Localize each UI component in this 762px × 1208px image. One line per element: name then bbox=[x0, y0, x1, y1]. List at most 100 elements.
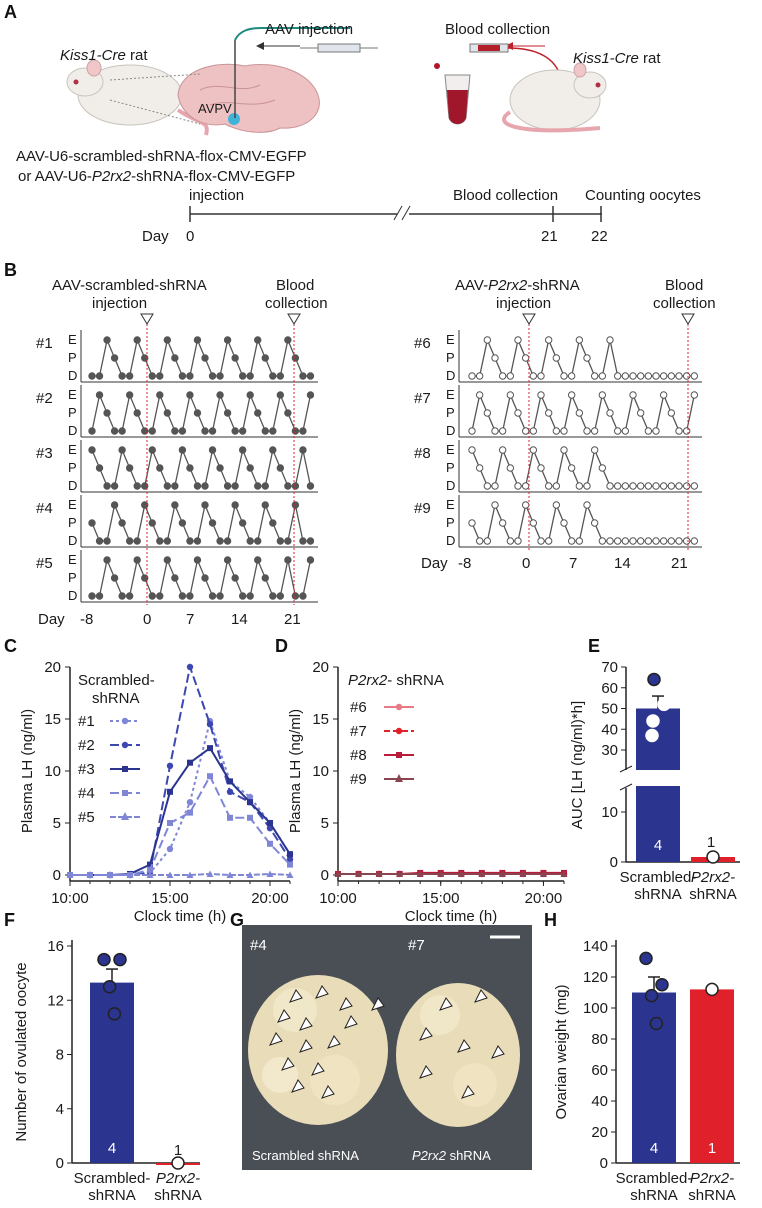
cycle-point bbox=[125, 391, 134, 399]
ovary-right-lobe bbox=[453, 1063, 497, 1107]
cycle-point bbox=[675, 537, 683, 545]
data-point bbox=[655, 978, 669, 992]
cycle-point bbox=[163, 482, 172, 490]
series-point bbox=[267, 820, 273, 826]
cycle-point bbox=[216, 391, 224, 399]
cycle-point bbox=[291, 427, 300, 435]
y-tick-label: 40 bbox=[601, 721, 618, 738]
series-point bbox=[498, 870, 506, 877]
timeline-day-label: Day bbox=[142, 228, 169, 245]
cycle-point bbox=[208, 427, 217, 435]
cycle-point bbox=[246, 537, 254, 545]
cycle-point bbox=[567, 372, 576, 380]
cycle-point bbox=[133, 537, 141, 545]
cycle-point bbox=[590, 519, 599, 527]
cycle-point bbox=[231, 574, 239, 582]
legend-label: #5 bbox=[78, 809, 95, 826]
stage-letter: D bbox=[446, 533, 455, 548]
series-point bbox=[206, 870, 214, 877]
cycle-point bbox=[690, 482, 699, 490]
series-point bbox=[207, 745, 213, 752]
cycle-point bbox=[306, 556, 315, 564]
cycle-point bbox=[216, 592, 224, 600]
series-point bbox=[375, 870, 383, 877]
y-tick-label: 0 bbox=[321, 867, 329, 884]
rat-id-label: #7 bbox=[414, 390, 431, 407]
cycle-point bbox=[521, 427, 530, 435]
cycle-point bbox=[186, 464, 194, 472]
series-point bbox=[147, 861, 153, 868]
cycle-point bbox=[690, 372, 699, 380]
cycle-point bbox=[171, 574, 179, 582]
n-label: 1 bbox=[708, 1140, 716, 1157]
cycle-point bbox=[652, 427, 660, 435]
cycle-point bbox=[186, 391, 194, 399]
b-right-injection-2: injection bbox=[496, 295, 551, 312]
category-label-1: P2rx2- bbox=[156, 1170, 200, 1187]
y-axis-label: Number of ovulated oocyte bbox=[13, 962, 30, 1141]
cycle-point bbox=[118, 427, 126, 435]
data-point bbox=[102, 979, 117, 994]
cycle-point bbox=[514, 336, 522, 344]
cycle-point bbox=[118, 372, 126, 380]
syringe-injection bbox=[234, 27, 378, 53]
cycle-point bbox=[223, 556, 232, 564]
cycle-point bbox=[621, 482, 630, 490]
stage-letter: E bbox=[68, 332, 77, 347]
category-label-2: shRNA bbox=[634, 886, 682, 903]
rat-id-label: #5 bbox=[36, 555, 53, 572]
stage-letter: P bbox=[446, 405, 455, 420]
cycle-point bbox=[682, 372, 691, 380]
cycle-point bbox=[475, 391, 484, 399]
axis-break-mark bbox=[619, 765, 633, 773]
cycle-point bbox=[636, 372, 645, 380]
aav-arrowhead bbox=[256, 42, 264, 50]
x-tick-label: 20:00 bbox=[525, 890, 563, 907]
stage-letter: E bbox=[68, 497, 77, 512]
cycle-point bbox=[254, 409, 262, 417]
panel-label-f: F bbox=[4, 910, 15, 930]
cycle-point bbox=[276, 372, 285, 380]
cycle-point bbox=[606, 336, 614, 344]
stage-letter: P bbox=[446, 460, 455, 475]
g-left-caption: Scrambled shRNA bbox=[252, 1148, 359, 1163]
oocyte-arrowheads bbox=[269, 985, 505, 1099]
cycle-trace bbox=[92, 337, 311, 377]
b-right-injection-1: AAV-P2rx2-shRNA bbox=[455, 277, 580, 294]
data-point bbox=[646, 714, 660, 728]
cycle-point bbox=[606, 537, 614, 545]
cycle-point bbox=[583, 482, 591, 490]
y-axis-label: AUC [LH (ng/ml)*h] bbox=[569, 701, 586, 829]
series-point bbox=[416, 870, 424, 877]
cycle-point bbox=[468, 519, 476, 527]
oocyte-arrowhead bbox=[339, 997, 353, 1011]
cycle-point bbox=[201, 574, 209, 582]
cycle-point bbox=[156, 464, 164, 472]
series-point bbox=[539, 870, 547, 877]
cycle-point bbox=[667, 409, 676, 417]
b-left-day-tick: 21 bbox=[284, 611, 301, 628]
oocyte-arrowhead bbox=[457, 1039, 471, 1053]
cycle-point bbox=[491, 501, 499, 509]
oocyte-arrowhead bbox=[299, 1039, 313, 1053]
y-axis-label: Plasma LH (ng/ml) bbox=[287, 709, 304, 833]
injection-triangle bbox=[140, 313, 154, 325]
oocyte-arrowhead bbox=[491, 1045, 505, 1059]
rat-id-label: #6 bbox=[414, 335, 431, 352]
stage-letter: P bbox=[68, 460, 77, 475]
cycle-point bbox=[125, 537, 134, 545]
cycle-point bbox=[269, 427, 277, 435]
series-line bbox=[70, 717, 291, 876]
x-tick-label: 15:00 bbox=[151, 890, 189, 907]
stage-letter: D bbox=[446, 423, 455, 438]
cycle-point bbox=[103, 556, 111, 564]
cycle-point bbox=[254, 482, 262, 490]
series-point bbox=[437, 870, 445, 877]
y-tick-label: 0 bbox=[56, 1155, 64, 1172]
cycle-point bbox=[201, 354, 209, 362]
cycle-point bbox=[238, 427, 247, 435]
cycle-point bbox=[103, 537, 111, 545]
timeline-day-22: 22 bbox=[591, 228, 608, 245]
cycle-point bbox=[163, 336, 172, 344]
y-tick-label: 15 bbox=[312, 711, 329, 728]
